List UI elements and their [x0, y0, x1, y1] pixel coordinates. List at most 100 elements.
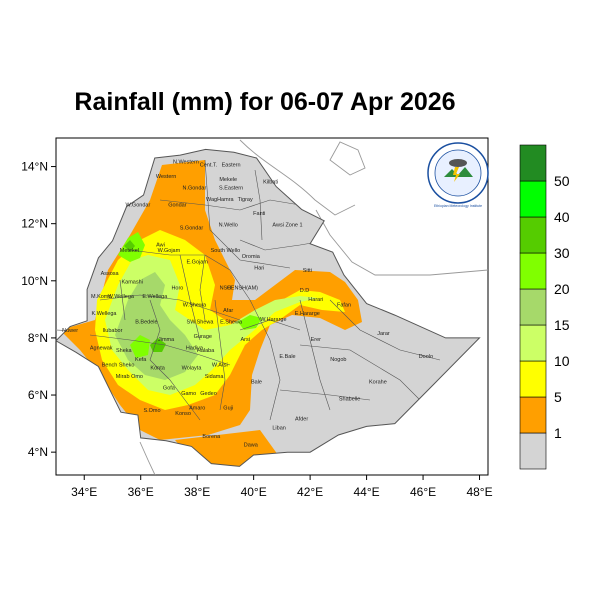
gulf-of-aden-coast-line [315, 209, 488, 276]
region-label: Mirab Omo [116, 374, 143, 380]
neighbor-borders [56, 139, 488, 475]
ethiopia-border [55, 148, 481, 467]
region-label: Metekel [120, 248, 139, 254]
colorbar-swatch [519, 216, 547, 254]
region-label: E.Shewa [220, 320, 243, 326]
region-label: Bench Sheko [102, 363, 135, 369]
region-label: Hadiya [186, 345, 204, 351]
region-label: CENSH(AM) [227, 285, 258, 291]
region-label: Western [156, 174, 176, 180]
region-label: E.Wellega [142, 294, 168, 300]
region-label: Nuwer [62, 328, 78, 334]
region-label: D.D [300, 288, 310, 294]
region-label: Sheka [116, 348, 133, 354]
region-label: W.Gondar [126, 203, 151, 209]
region-label: Korahe [369, 380, 387, 386]
region-label: K.Wellega [92, 311, 118, 317]
colorbar-swatch [519, 432, 547, 470]
region-label: Harari [308, 297, 323, 303]
region-label: Agnewak [90, 345, 113, 351]
colorbar-swatch [519, 324, 547, 362]
region-label: Eastern [222, 163, 241, 169]
colorbar-label: 10 [554, 353, 570, 369]
region-label: Gondar [168, 203, 187, 209]
region-labels: N.Western Cent.T. Eastern Western Mekele S.Ea… [62, 160, 433, 449]
region-label: Gedeo [200, 391, 217, 397]
region-label: Fafan [337, 303, 351, 309]
region-label: South Wello [211, 248, 241, 254]
logo-cloud-icon [449, 159, 467, 167]
logo-inner [434, 149, 482, 197]
region-label: SW.Shewa [187, 320, 215, 326]
lon-tick-label: 34°E [71, 485, 97, 499]
region-label: S.Eastern [219, 185, 243, 191]
region-label: Dawa [244, 442, 259, 448]
region-label: Liban [272, 425, 285, 431]
lat-tick-label: 6°N [28, 388, 48, 402]
region-label: Jimma [158, 337, 175, 343]
lon-tick-label: 36°E [128, 485, 154, 499]
region-label: E.Hararge [295, 311, 320, 317]
region-label: Afder [295, 417, 308, 423]
colorbar-swatch [519, 360, 547, 398]
institute-logo: Ethiopian Meteorology Institute [427, 142, 489, 208]
lon-tick-label: 44°E [354, 485, 380, 499]
region-label: M.Komo [91, 294, 111, 300]
lat-tick-label: 14°N [21, 160, 48, 174]
colorbar-swatch [519, 252, 547, 290]
region-label: Hari [254, 265, 264, 271]
axis-ticks: 34°E 36°E 38°E 40°E 42°E 44°E 46°E 48°E 4°N 6°N 8°… [21, 160, 492, 499]
region-label: W.Arsi [212, 363, 228, 369]
region-label: B.Bedele [135, 320, 157, 326]
rain-class-30-40-north [124, 240, 135, 252]
region-label: Konta [150, 365, 165, 371]
lat-tick-label: 10°N [21, 274, 48, 288]
colorbar-label: 5 [554, 389, 562, 405]
colorbar-swatch [519, 144, 547, 182]
logo-mountain-icon [444, 167, 473, 177]
region-label: Gamo [181, 391, 196, 397]
region-label: Arsi [240, 337, 249, 343]
colorbar-label: 40 [554, 209, 570, 225]
colorbar-swatch [519, 288, 547, 326]
region-label: N.Western [173, 160, 199, 166]
lon-tick-label: 46°E [410, 485, 436, 499]
region-label: Awsi Zone 1 [272, 223, 302, 229]
rain-class-20-30-east [238, 315, 262, 330]
region-label: Gurage [194, 334, 212, 340]
region-label: Borena [202, 434, 221, 440]
region-label: W.Shewa [183, 303, 207, 309]
colorbar-label: 30 [554, 245, 570, 261]
logo-caption: Ethiopian Meteorology Institute [434, 204, 482, 208]
region-label: Guji [223, 405, 233, 411]
region-label: Mekele [219, 177, 237, 183]
region-label: Nogob [330, 357, 346, 363]
colorbar-label: 20 [554, 281, 570, 297]
region-label: N.Wello [219, 223, 238, 229]
region-label: NSH [220, 285, 232, 291]
region-label: Halaba [197, 348, 215, 354]
lat-tick-label: 8°N [28, 331, 48, 345]
region-label: E.Bale [279, 354, 295, 360]
region-label: Jarar [377, 331, 390, 337]
region-label: Fanti [253, 211, 265, 217]
region-label: Ilubabor [103, 328, 123, 334]
colorbar-label: 1 [554, 425, 562, 441]
colorbar-label: 15 [554, 317, 570, 333]
region-label: Amaro [189, 405, 205, 411]
lat-tick-label: 12°N [21, 217, 48, 231]
region-label: S.Omo [143, 408, 160, 414]
region-label: N.Gondar [182, 185, 206, 191]
region-label: Cent.T. [200, 163, 218, 169]
lon-tick-label: 42°E [297, 485, 323, 499]
kenya-border-line [139, 441, 156, 475]
region-label: Shabelle [339, 397, 360, 403]
lon-tick-label: 48°E [466, 485, 492, 499]
region-label: W.Hararge [260, 317, 286, 323]
eritrea-coast-line [239, 139, 356, 216]
region-label: Sidama [205, 374, 225, 380]
region-label: Horo [171, 285, 183, 291]
logo-lightning-icon [453, 167, 460, 182]
